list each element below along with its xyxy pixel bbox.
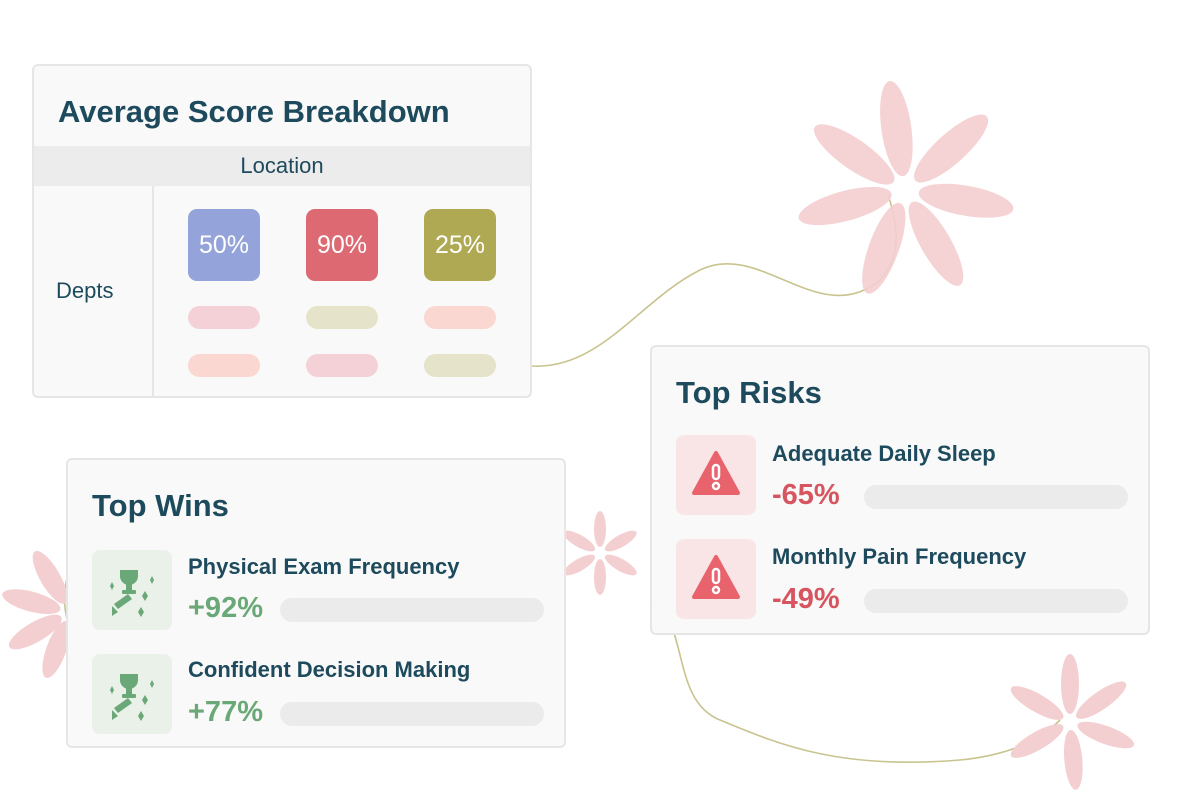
risk-value: -65% — [772, 479, 840, 511]
flower-bottom-right — [1010, 654, 1135, 790]
win-progress-bar — [280, 702, 544, 726]
win-value: +77% — [188, 696, 263, 728]
trophy-sparkle-icon — [92, 550, 172, 630]
placeholder-pill — [188, 306, 260, 329]
top-wins-card: Top Wins Physical Exam Frequency +92% — [66, 458, 566, 748]
placeholder-pill — [424, 306, 496, 329]
flower-large — [798, 81, 1014, 294]
row-divider — [152, 186, 154, 398]
risk-progress-bar — [864, 589, 1128, 613]
score-breakdown-card: Average Score Breakdown Location Depts 5… — [32, 64, 532, 398]
wins-title: Top Wins — [92, 488, 229, 523]
score-tile[interactable]: 50% — [188, 209, 260, 281]
breakdown-title: Average Score Breakdown — [58, 94, 450, 129]
placeholder-pill — [424, 354, 496, 377]
win-progress-bar — [280, 598, 544, 622]
risk-progress-bar — [864, 485, 1128, 509]
warning-triangle-icon — [676, 435, 756, 515]
location-column-header: Location — [34, 146, 530, 186]
trophy-sparkle-icon — [92, 654, 172, 734]
risk-label: Monthly Pain Frequency — [772, 544, 1027, 569]
win-label: Confident Decision Making — [188, 657, 471, 682]
risk-label: Adequate Daily Sleep — [772, 441, 996, 466]
placeholder-pill — [188, 354, 260, 377]
placeholder-pill — [306, 306, 378, 329]
warning-triangle-icon — [676, 539, 756, 619]
placeholder-pill — [306, 354, 378, 377]
score-tile[interactable]: 25% — [424, 209, 496, 281]
risks-title: Top Risks — [676, 375, 822, 410]
risk-value: -49% — [772, 583, 840, 615]
flower-left — [2, 550, 71, 678]
depts-row-label: Depts — [56, 278, 114, 303]
flower-small-center — [563, 511, 637, 595]
win-label: Physical Exam Frequency — [188, 554, 460, 579]
score-tile[interactable]: 90% — [306, 209, 378, 281]
win-value: +92% — [188, 592, 263, 624]
top-risks-card: Top Risks Adequate Daily Sleep -65% Mont… — [650, 345, 1150, 635]
